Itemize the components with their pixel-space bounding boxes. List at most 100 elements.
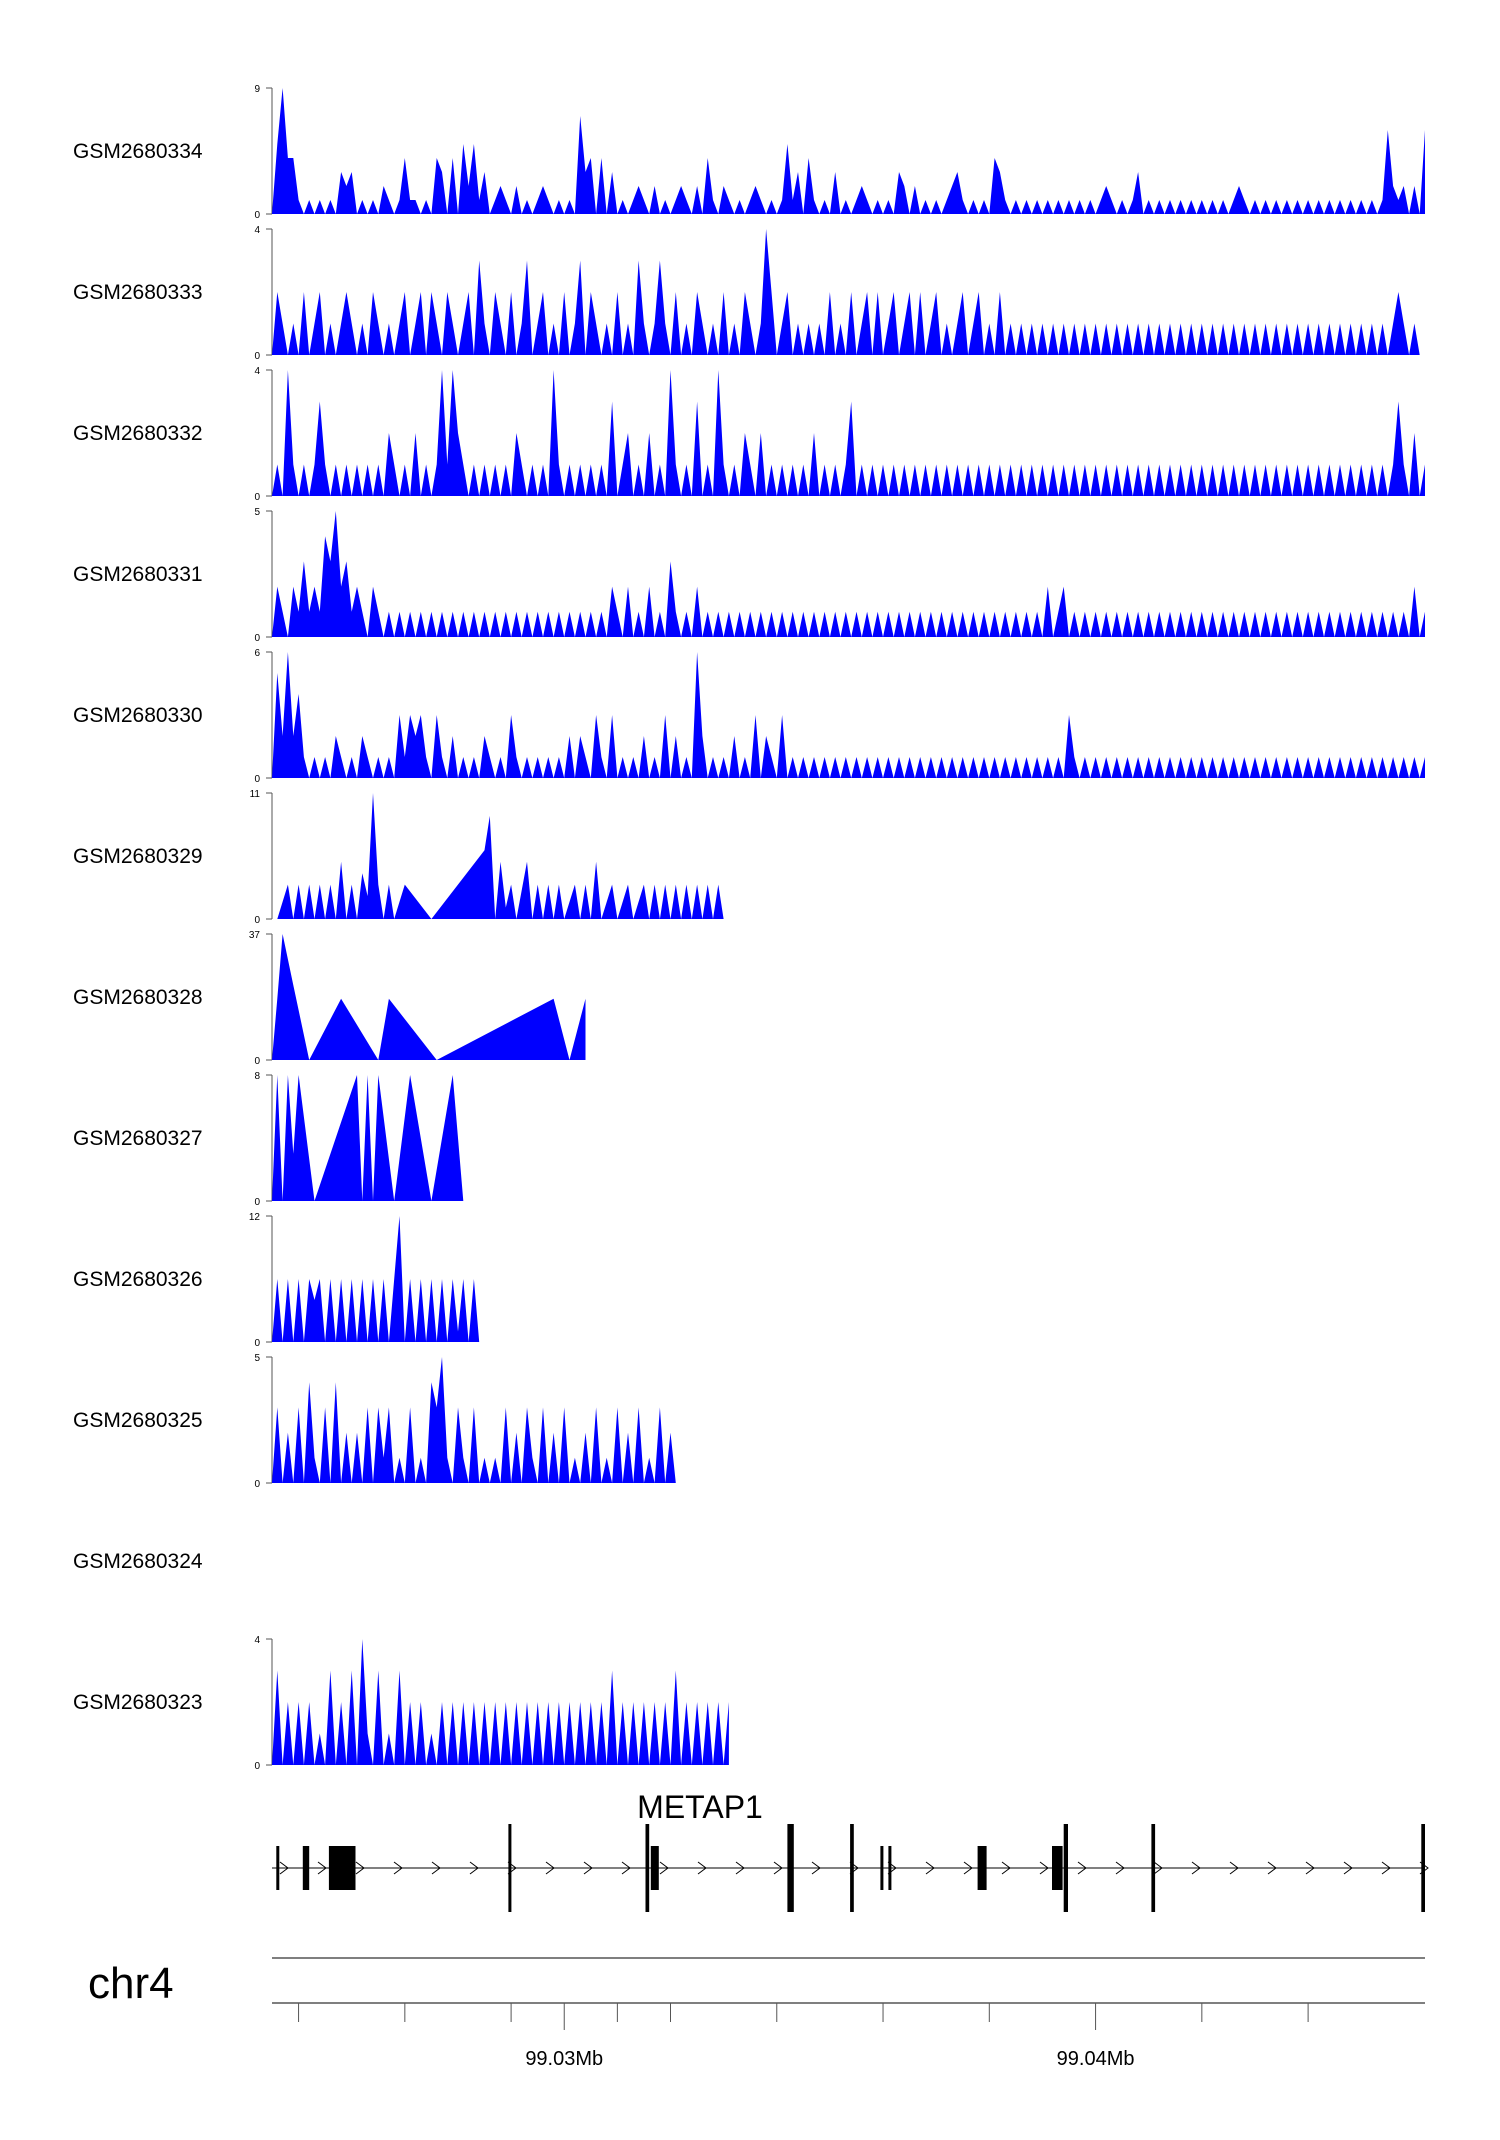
strand-arrow — [621, 1861, 631, 1875]
exon — [276, 1846, 280, 1890]
track-GSM2680331: GSM2680331 5 0 — [73, 507, 1425, 644]
y-max-label: 5 — [254, 1353, 260, 1364]
y-max-label: 6 — [254, 648, 260, 659]
exon — [1052, 1846, 1063, 1890]
y-min-label: 0 — [254, 1056, 260, 1067]
y-max-label: 4 — [254, 1635, 260, 1646]
y-min-label: 0 — [254, 1761, 260, 1772]
exon — [850, 1824, 854, 1912]
exon — [787, 1824, 794, 1912]
track-GSM2680323: GSM2680323 4 0 — [73, 1635, 729, 1772]
coverage-area — [272, 1075, 464, 1201]
coverage-area — [272, 1357, 676, 1483]
strand-arrow — [1381, 1861, 1391, 1875]
y-max-label: 11 — [250, 789, 261, 800]
track-GSM2680326: GSM2680326 12 0 — [73, 1212, 480, 1349]
coverage-area — [272, 370, 1425, 496]
major-tick-label: 99.03Mb — [525, 2048, 603, 2070]
gene-track: METAP1 — [272, 1789, 1429, 1912]
strand-arrow — [773, 1861, 783, 1875]
major-tick-label: 99.04Mb — [1057, 2048, 1135, 2070]
exon — [880, 1846, 884, 1890]
strand-arrow — [1153, 1861, 1163, 1875]
track-label: GSM2680329 — [73, 845, 203, 868]
y-min-label: 0 — [254, 351, 260, 362]
strand-arrow — [545, 1861, 555, 1875]
strand-arrow — [1001, 1861, 1011, 1875]
exon — [302, 1846, 310, 1890]
strand-arrow — [317, 1861, 327, 1875]
exon — [1063, 1824, 1068, 1912]
coverage-area — [272, 511, 1425, 637]
genome-axis: chr4 99.03Mb 99.04Mb — [88, 1957, 1425, 2070]
track-GSM2680334: GSM2680334 9 0 — [73, 84, 1425, 221]
exon — [888, 1846, 892, 1890]
y-max-label: 9 — [254, 84, 260, 95]
strand-arrow — [355, 1861, 365, 1875]
exon — [650, 1846, 659, 1890]
exon — [328, 1846, 356, 1890]
exon — [1421, 1824, 1425, 1912]
track-GSM2680332: GSM2680332 4 0 — [73, 366, 1425, 503]
strand-arrow — [735, 1861, 745, 1875]
strand-arrow — [279, 1861, 289, 1875]
track-label: GSM2680332 — [73, 422, 203, 445]
strand-arrow — [1305, 1861, 1315, 1875]
track-GSM2680327: GSM2680327 8 0 — [73, 1071, 464, 1208]
track-label: GSM2680330 — [73, 704, 203, 727]
strand-arrow — [1343, 1861, 1353, 1875]
y-max-label: 4 — [254, 225, 260, 236]
track-label: GSM2680328 — [73, 986, 203, 1009]
strand-arrow — [811, 1861, 821, 1875]
y-min-label: 0 — [254, 1479, 260, 1490]
exon — [977, 1846, 987, 1890]
strand-arrow — [1077, 1861, 1087, 1875]
exon — [645, 1824, 650, 1912]
track-label: GSM2680327 — [73, 1127, 203, 1150]
strand-arrow — [469, 1861, 479, 1875]
track-label: GSM2680323 — [73, 1691, 203, 1714]
track-GSM2680333: GSM2680333 4 0 — [73, 225, 1420, 362]
strand-arrow — [963, 1861, 973, 1875]
exon — [508, 1824, 512, 1912]
exon — [1151, 1824, 1156, 1912]
track-label: GSM2680326 — [73, 1268, 203, 1291]
track-GSM2680328: GSM2680328 37 0 — [73, 930, 586, 1067]
coverage-area — [272, 229, 1420, 355]
y-min-label: 0 — [254, 210, 260, 221]
strand-arrow — [393, 1861, 403, 1875]
coverage-area — [272, 88, 1425, 214]
y-max-label: 8 — [254, 1071, 260, 1082]
strand-arrow — [431, 1861, 441, 1875]
gene-label: METAP1 — [637, 1789, 763, 1825]
track-GSM2680329: GSM2680329 11 0 — [73, 789, 724, 926]
y-min-label: 0 — [254, 774, 260, 785]
coverage-tracks: GSM268033490GSM268033340GSM268033240GSM2… — [73, 84, 1425, 1772]
strand-arrow — [697, 1861, 707, 1875]
track-GSM2680324: GSM2680324 — [73, 1550, 203, 1573]
strand-arrow — [1115, 1861, 1125, 1875]
y-min-label: 0 — [254, 1197, 260, 1208]
y-min-label: 0 — [254, 633, 260, 644]
strand-arrow — [1039, 1861, 1049, 1875]
chromosome-label: chr4 — [88, 1959, 174, 2008]
track-label: GSM2680333 — [73, 281, 203, 304]
track-label: GSM2680325 — [73, 1409, 203, 1432]
strand-arrow — [1267, 1861, 1277, 1875]
strand-arrow — [1229, 1861, 1239, 1875]
y-max-label: 12 — [249, 1212, 261, 1223]
track-GSM2680330: GSM2680330 6 0 — [73, 648, 1425, 785]
coverage-area — [272, 934, 586, 1060]
y-min-label: 0 — [254, 492, 260, 503]
y-min-label: 0 — [254, 1338, 260, 1349]
track-label: GSM2680331 — [73, 563, 203, 586]
coverage-area — [272, 1216, 480, 1342]
coverage-area — [272, 1639, 729, 1765]
y-max-label: 5 — [254, 507, 260, 518]
strand-arrow — [583, 1861, 593, 1875]
track-GSM2680325: GSM2680325 5 0 — [73, 1353, 676, 1490]
coverage-area — [277, 793, 724, 919]
strand-arrow — [925, 1861, 935, 1875]
track-label: GSM2680324 — [73, 1550, 203, 1573]
